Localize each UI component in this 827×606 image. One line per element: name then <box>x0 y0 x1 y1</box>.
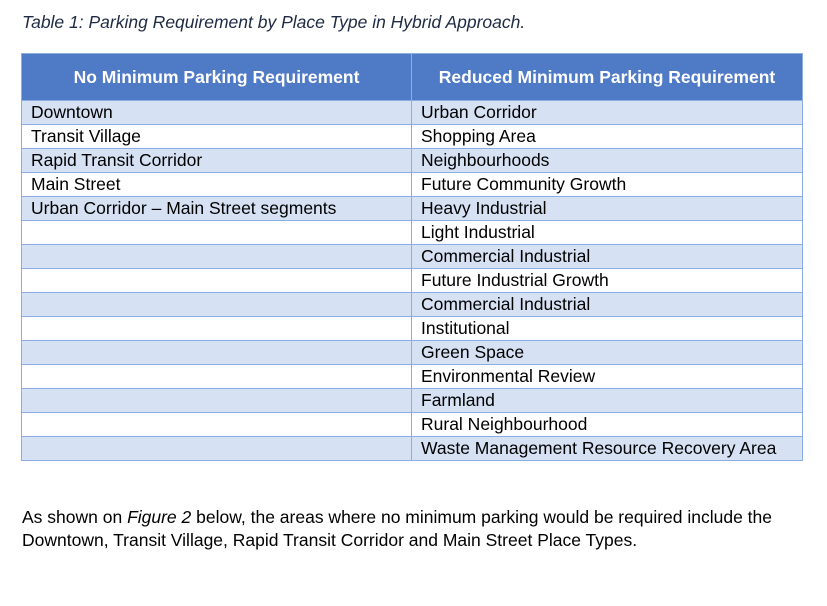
figure-reference: Figure 2 <box>127 507 192 527</box>
cell-reduced-minimum: Light Industrial <box>411 220 803 245</box>
cell-reduced-minimum: Institutional <box>411 316 803 341</box>
table-row: Environmental Review <box>21 364 803 389</box>
cell-no-minimum <box>21 292 412 317</box>
table-row: Transit Village Shopping Area <box>21 124 803 149</box>
cell-reduced-minimum: Waste Management Resource Recovery Area <box>411 436 803 461</box>
table-caption: Table 1: Parking Requirement by Place Ty… <box>22 12 526 32</box>
table-row: Light Industrial <box>21 220 803 245</box>
cell-no-minimum <box>21 268 412 293</box>
table-row: Farmland <box>21 388 803 413</box>
table-row: Urban Corridor – Main Street segments Hea… <box>21 196 803 221</box>
cell-reduced-minimum: Heavy Industrial <box>411 196 803 221</box>
cell-reduced-minimum: Rural Neighbourhood <box>411 412 803 437</box>
table-row: Main Street Future Community Growth <box>21 172 803 197</box>
cell-no-minimum <box>21 220 412 245</box>
cell-reduced-minimum: Neighbourhoods <box>411 148 803 173</box>
table-row: Downtown Urban Corridor <box>21 100 803 125</box>
header-reduced-minimum: Reduced Minimum Parking Requirement <box>411 53 803 101</box>
cell-no-minimum: Downtown <box>21 100 412 125</box>
table-row: Waste Management Resource Recovery Area <box>21 436 803 461</box>
paragraph-text-after: below, the areas where no minimum parkin… <box>22 507 773 550</box>
cell-no-minimum: Transit Village <box>21 124 412 149</box>
cell-reduced-minimum: Urban Corridor <box>411 100 803 125</box>
cell-no-minimum <box>21 364 412 389</box>
cell-no-minimum: Main Street <box>21 172 412 197</box>
table-row: Commercial Industrial <box>21 244 803 269</box>
cell-no-minimum <box>21 436 412 461</box>
table-row: Future Industrial Growth <box>21 268 803 293</box>
header-no-minimum: No Minimum Parking Requirement <box>21 53 412 101</box>
cell-reduced-minimum: Farmland <box>411 388 803 413</box>
table-row: Green Space <box>21 340 803 365</box>
cell-reduced-minimum: Commercial Industrial <box>411 292 803 317</box>
cell-no-minimum <box>21 244 412 269</box>
table-row: Institutional <box>21 316 803 341</box>
cell-reduced-minimum: Shopping Area <box>411 124 803 149</box>
body-paragraph: As shown on Figure 2 below, the areas wh… <box>22 506 802 552</box>
cell-no-minimum <box>21 412 412 437</box>
cell-no-minimum: Urban Corridor – Main Street segments <box>21 196 412 221</box>
table-row: Commercial Industrial <box>21 292 803 317</box>
table-header-row: No Minimum Parking Requirement Reduced M… <box>21 53 803 101</box>
cell-reduced-minimum: Environmental Review <box>411 364 803 389</box>
cell-no-minimum <box>21 316 412 341</box>
table-row: Rapid Transit Corridor Neighbourhoods <box>21 148 803 173</box>
cell-no-minimum: Rapid Transit Corridor <box>21 148 412 173</box>
cell-reduced-minimum: Future Industrial Growth <box>411 268 803 293</box>
parking-requirement-table: No Minimum Parking Requirement Reduced M… <box>21 53 803 461</box>
cell-reduced-minimum: Green Space <box>411 340 803 365</box>
cell-reduced-minimum: Commercial Industrial <box>411 244 803 269</box>
paragraph-text-before: As shown on <box>22 507 128 527</box>
cell-no-minimum <box>21 340 412 365</box>
table-row: Rural Neighbourhood <box>21 412 803 437</box>
cell-reduced-minimum: Future Community Growth <box>411 172 803 197</box>
cell-no-minimum <box>21 388 412 413</box>
